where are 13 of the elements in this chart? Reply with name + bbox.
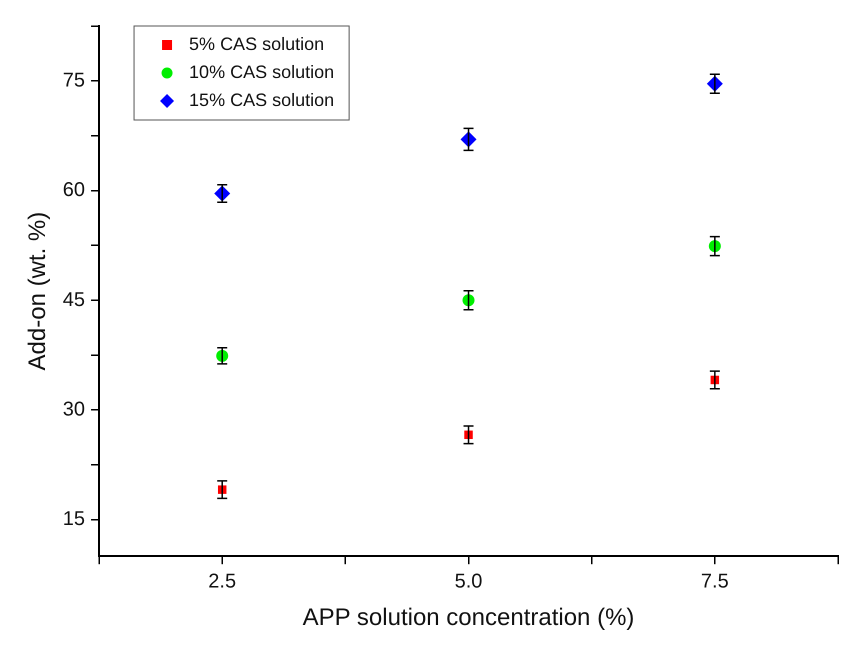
y-axis-title: Add-on (wt. %) (24, 212, 52, 370)
y-tick-label: 45 (62, 288, 86, 311)
y-tick-label: 60 (62, 179, 86, 202)
legend-label: 10% CAS solution (189, 62, 334, 82)
x-tick-label: 5.0 (454, 570, 482, 593)
legend-label: 5% CAS solution (189, 34, 324, 54)
x-tick-label: 7.5 (700, 570, 729, 593)
x-axis-title: APP solution concentration (%) (302, 604, 634, 632)
legend-label: 15% CAS solution (189, 90, 334, 110)
y-tick-label: 75 (62, 69, 86, 92)
x-tick-label: 2.5 (208, 570, 236, 593)
y-tick-label: 30 (62, 398, 86, 420)
y-tick-label: 15 (62, 508, 86, 530)
